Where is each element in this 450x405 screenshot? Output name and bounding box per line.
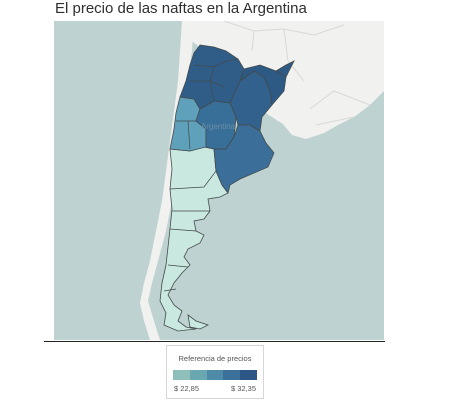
region-tierra-del-fuego[interactable] bbox=[187, 314, 210, 330]
legend-color-step bbox=[223, 370, 241, 380]
map-view[interactable]: Argentina bbox=[54, 21, 384, 340]
legend-color-step bbox=[189, 370, 207, 380]
cuyo-province-borders bbox=[176, 120, 196, 150]
neighbor-borders bbox=[223, 21, 371, 126]
map-divider bbox=[44, 341, 385, 342]
norte-province-borders bbox=[190, 58, 239, 102]
legend-color-scale bbox=[173, 370, 257, 380]
legend-color-step bbox=[206, 370, 224, 380]
region-noreste[interactable] bbox=[239, 64, 287, 106]
legend-color-step bbox=[240, 370, 257, 380]
page-title: El precio de las naftas en la Argentina bbox=[55, 0, 307, 17]
price-legend: Referencia de precios $ 22,85 $ 32,35 bbox=[166, 345, 264, 399]
region-patagonia[interactable] bbox=[159, 146, 229, 332]
legend-min-label: $ 22,85 bbox=[174, 384, 200, 393]
patagonia-province-borders bbox=[163, 170, 217, 292]
uruguay-land bbox=[274, 99, 316, 139]
legend-color-step bbox=[173, 370, 190, 380]
legend-title: Referencia de precios bbox=[178, 354, 252, 363]
legend-max-label: $ 32,35 bbox=[230, 384, 256, 393]
argentina-map[interactable]: Argentina bbox=[54, 21, 384, 340]
region-misiones[interactable] bbox=[275, 60, 295, 78]
map-country-label: Argentina bbox=[201, 122, 236, 131]
